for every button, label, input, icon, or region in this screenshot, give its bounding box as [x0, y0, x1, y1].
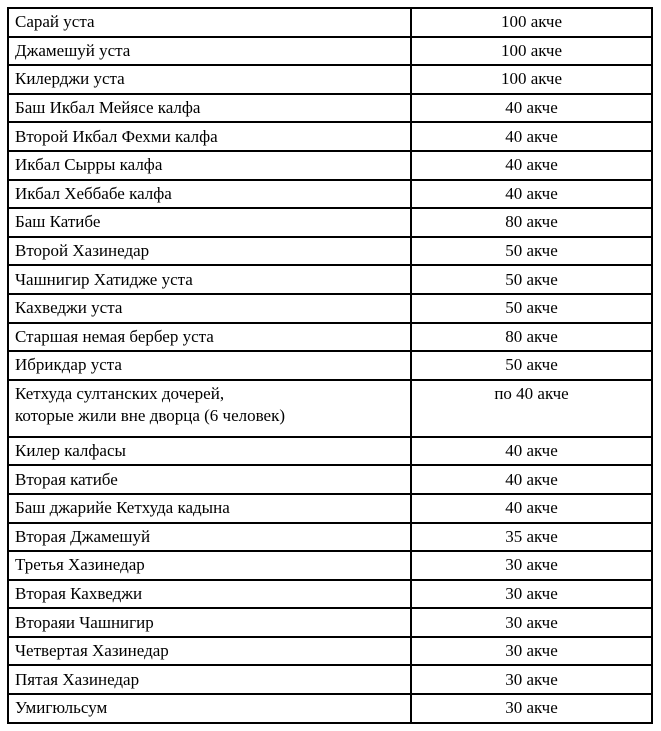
table-row: Ибрикдар уста 50 акче [7, 350, 653, 381]
position-cell: Килерджи уста [7, 64, 412, 95]
amount-cell: 40 акче [410, 178, 653, 210]
amount-cell: 100 акче [410, 7, 653, 38]
table-row: Икбал Сырры калфа 40 акче [7, 149, 653, 181]
amount-cell: 40 акче [410, 92, 653, 124]
table-row: Четвертая Хазинедар 30 акче [7, 635, 653, 667]
salary-table-body: Сарай уста 100 акче Джамешуй уста 100 акче К… [7, 7, 653, 724]
amount-cell: 80 акче [410, 207, 653, 238]
amount-cell: 30 акче [410, 635, 653, 667]
position-cell: Икбал Сырры калфа [7, 149, 412, 181]
position-cell: Икбал Хеббабе калфа [7, 178, 412, 210]
position-cell: Джамешуй уста [7, 35, 412, 67]
amount-cell: 40 акче [410, 492, 653, 524]
position-cell: Вторая Кахведжи [7, 578, 412, 610]
amount-cell: 80 акче [410, 321, 653, 353]
amount-cell: 30 акче [410, 664, 653, 696]
amount-cell: по 40 акче [410, 378, 653, 438]
table-row: Вторая Кахведжи 30 акче [7, 578, 653, 610]
table-row: Джамешуй уста 100 акче [7, 35, 653, 67]
table-row: Второй Икбал Фехми калфа 40 акче [7, 121, 653, 152]
table-row: Второй Хазинедар 50 акче [7, 235, 653, 267]
position-cell: Втораяи Чашнигир [7, 607, 412, 638]
position-cell: Кетхуда султанских дочерей, которые жили… [7, 378, 412, 438]
amount-cell: 50 акче [410, 235, 653, 267]
table-row: Чашнигир Хатидже уста 50 акче [7, 264, 653, 295]
table-row: Баш Катибе 80 акче [7, 207, 653, 238]
amount-cell: 40 акче [410, 121, 653, 152]
position-cell: Второй Хазинедар [7, 235, 412, 267]
table-row: Баш джарийе Кетхуда кадына 40 акче [7, 492, 653, 524]
salary-table: Сарай уста 100 акче Джамешуй уста 100 акче К… [7, 7, 653, 724]
amount-cell: 40 акче [410, 435, 653, 467]
table-row: Умигюльсум 30 акче [7, 693, 653, 724]
position-cell: Пятая Хазинедар [7, 664, 412, 696]
table-row: Кетхуда султанских дочерей, которые жили… [7, 378, 653, 438]
table-row: Вторая катибе 40 акче [7, 464, 653, 495]
position-cell: Второй Икбал Фехми калфа [7, 121, 412, 152]
table-row: Старшая немая бербер уста 80 акче [7, 321, 653, 353]
amount-cell: 50 акче [410, 292, 653, 324]
position-cell: Баш Икбал Мейясе калфа [7, 92, 412, 124]
table-row: Втораяи Чашнигир 30 акче [7, 607, 653, 638]
position-cell: Кахведжи уста [7, 292, 412, 324]
position-cell: Вторая катибе [7, 464, 412, 495]
table-row: Третья Хазинедар 30 акче [7, 550, 653, 581]
position-cell: Вторая Джамешуй [7, 521, 412, 553]
position-cell: Старшая немая бербер уста [7, 321, 412, 353]
amount-cell: 100 акче [410, 64, 653, 95]
position-cell: Баш Катибе [7, 207, 412, 238]
table-row: Вторая Джамешуй 35 акче [7, 521, 653, 553]
position-cell: Килер калфасы [7, 435, 412, 467]
position-cell: Чашнигир Хатидже уста [7, 264, 412, 295]
position-cell: Сарай уста [7, 7, 412, 38]
amount-cell: 30 акче [410, 578, 653, 610]
amount-cell: 50 акче [410, 350, 653, 381]
amount-cell: 50 акче [410, 264, 653, 295]
position-cell: Четвертая Хазинедар [7, 635, 412, 667]
table-row: Пятая Хазинедар 30 акче [7, 664, 653, 696]
table-row: Баш Икбал Мейясе калфа 40 акче [7, 92, 653, 124]
amount-cell: 30 акче [410, 693, 653, 724]
amount-cell: 40 акче [410, 149, 653, 181]
table-row: Сарай уста 100 акче [7, 7, 653, 38]
table-row: Кахведжи уста 50 акче [7, 292, 653, 324]
position-cell: Баш джарийе Кетхуда кадына [7, 492, 412, 524]
amount-cell: 40 акче [410, 464, 653, 495]
table-row: Килерджи уста 100 акче [7, 64, 653, 95]
amount-cell: 35 акче [410, 521, 653, 553]
amount-cell: 30 акче [410, 607, 653, 638]
amount-cell: 100 акче [410, 35, 653, 67]
table-row: Килер калфасы 40 акче [7, 435, 653, 467]
position-cell: Третья Хазинедар [7, 550, 412, 581]
table-row: Икбал Хеббабе калфа 40 акче [7, 178, 653, 210]
amount-cell: 30 акче [410, 550, 653, 581]
position-cell: Ибрикдар уста [7, 350, 412, 381]
position-cell: Умигюльсум [7, 693, 412, 724]
